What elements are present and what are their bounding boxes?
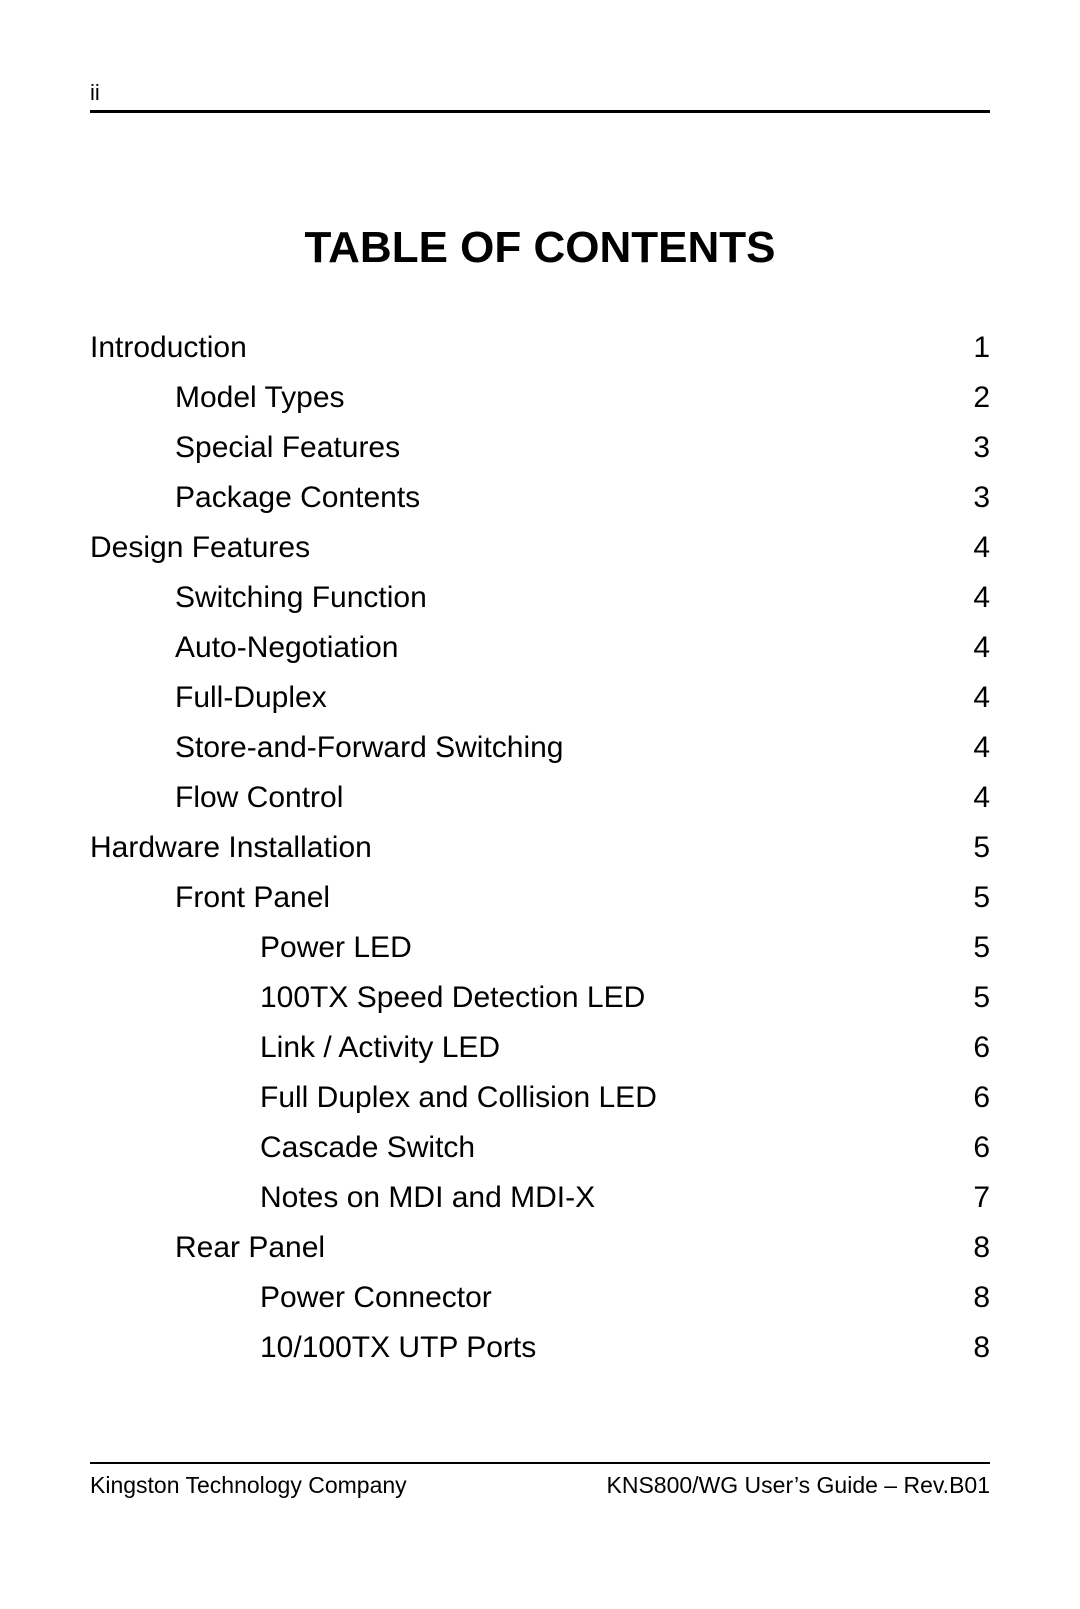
toc-entry-page: 6 (973, 1033, 990, 1063)
toc-entry: Design Features 4 (90, 533, 990, 563)
toc-entry: Link / Activity LED 6 (90, 1033, 990, 1063)
toc-entry-label: Special Features (175, 433, 400, 463)
toc-entry-page: 2 (973, 383, 990, 413)
footer-right: KNS800/WG User’s Guide – Rev.B01 (607, 1472, 991, 1499)
toc-entry-label: Model Types (175, 383, 345, 413)
toc-entry-page: 3 (973, 433, 990, 463)
toc-entry: 10/100TX UTP Ports 8 (90, 1333, 990, 1363)
toc-entry: Power LED 5 (90, 933, 990, 963)
toc-entry-label: Design Features (90, 533, 310, 563)
toc-entry-page: 5 (973, 983, 990, 1013)
toc-entry: Front Panel 5 (90, 883, 990, 913)
toc-entry: Package Contents 3 (90, 483, 990, 513)
toc-entry-label: Introduction (90, 333, 247, 363)
toc-entry-page: 8 (973, 1283, 990, 1313)
toc-entry: Power Connector 8 (90, 1283, 990, 1313)
toc-entry-label: Auto-Negotiation (175, 633, 398, 663)
toc-entry-label: 100TX Speed Detection LED (260, 983, 645, 1013)
toc-entry-page: 3 (973, 483, 990, 513)
header-rule (90, 110, 990, 113)
toc-entry-label: Full Duplex and Collision LED (260, 1083, 657, 1113)
toc-entry-page: 6 (973, 1133, 990, 1163)
toc-entry-page: 5 (973, 833, 990, 863)
toc-entry-label: Link / Activity LED (260, 1033, 500, 1063)
toc-entry-page: 8 (973, 1233, 990, 1263)
toc-entry-page: 1 (973, 333, 990, 363)
toc-entry: Full-Duplex 4 (90, 683, 990, 713)
toc-entry: Full Duplex and Collision LED 6 (90, 1083, 990, 1113)
footer-rule (90, 1462, 990, 1464)
footer-left: Kingston Technology Company (90, 1472, 407, 1499)
toc-entry-label: Full-Duplex (175, 683, 327, 713)
toc-entry-page: 4 (973, 783, 990, 813)
toc-entry: 100TX Speed Detection LED 5 (90, 983, 990, 1013)
toc-entry-page: 6 (973, 1083, 990, 1113)
toc-entry-page: 4 (973, 533, 990, 563)
document-page: ii TABLE OF CONTENTS Introduction 1 Model … (0, 0, 1080, 1609)
toc-entry: Hardware Installation 5 (90, 833, 990, 863)
toc-entry: Store-and-Forward Switching 4 (90, 733, 990, 763)
toc-entry-label: Flow Control (175, 783, 343, 813)
toc-entry-page: 4 (973, 683, 990, 713)
toc-entry-label: Rear Panel (175, 1233, 325, 1263)
toc-entry-label: 10/100TX UTP Ports (260, 1333, 536, 1363)
toc-entry-page: 8 (973, 1333, 990, 1363)
toc-entry-label: Front Panel (175, 883, 330, 913)
toc-entry-label: Hardware Installation (90, 833, 372, 863)
toc-entry-label: Notes on MDI and MDI-X (260, 1183, 595, 1213)
toc-entry: Switching Function 4 (90, 583, 990, 613)
footer-row: Kingston Technology Company KNS800/WG Us… (90, 1472, 990, 1499)
toc-entry: Model Types 2 (90, 383, 990, 413)
toc-entry-label: Store-and-Forward Switching (175, 733, 564, 763)
toc-entry: Rear Panel 8 (90, 1233, 990, 1263)
page-title: TABLE OF CONTENTS (90, 223, 990, 273)
toc-entry: Special Features 3 (90, 433, 990, 463)
toc-entry-page: 4 (973, 733, 990, 763)
page-footer: Kingston Technology Company KNS800/WG Us… (90, 1462, 990, 1499)
toc-entry-label: Power LED (260, 933, 412, 963)
page-header: ii (90, 80, 990, 106)
toc-entry: Auto-Negotiation 4 (90, 633, 990, 663)
toc-entry: Introduction 1 (90, 333, 990, 363)
toc-entry-label: Package Contents (175, 483, 420, 513)
toc-entry-page: 5 (973, 933, 990, 963)
toc-entry-label: Power Connector (260, 1283, 492, 1313)
toc-entry-page: 4 (973, 583, 990, 613)
toc-entry: Notes on MDI and MDI-X 7 (90, 1183, 990, 1213)
toc-entry-label: Cascade Switch (260, 1133, 475, 1163)
table-of-contents: Introduction 1 Model Types 2 Special Feature… (90, 333, 990, 1363)
toc-entry: Cascade Switch 6 (90, 1133, 990, 1163)
toc-entry-page: 4 (973, 633, 990, 663)
page-number-roman: ii (90, 80, 100, 106)
toc-entry: Flow Control 4 (90, 783, 990, 813)
toc-entry-page: 7 (973, 1183, 990, 1213)
toc-entry-label: Switching Function (175, 583, 427, 613)
toc-entry-page: 5 (973, 883, 990, 913)
